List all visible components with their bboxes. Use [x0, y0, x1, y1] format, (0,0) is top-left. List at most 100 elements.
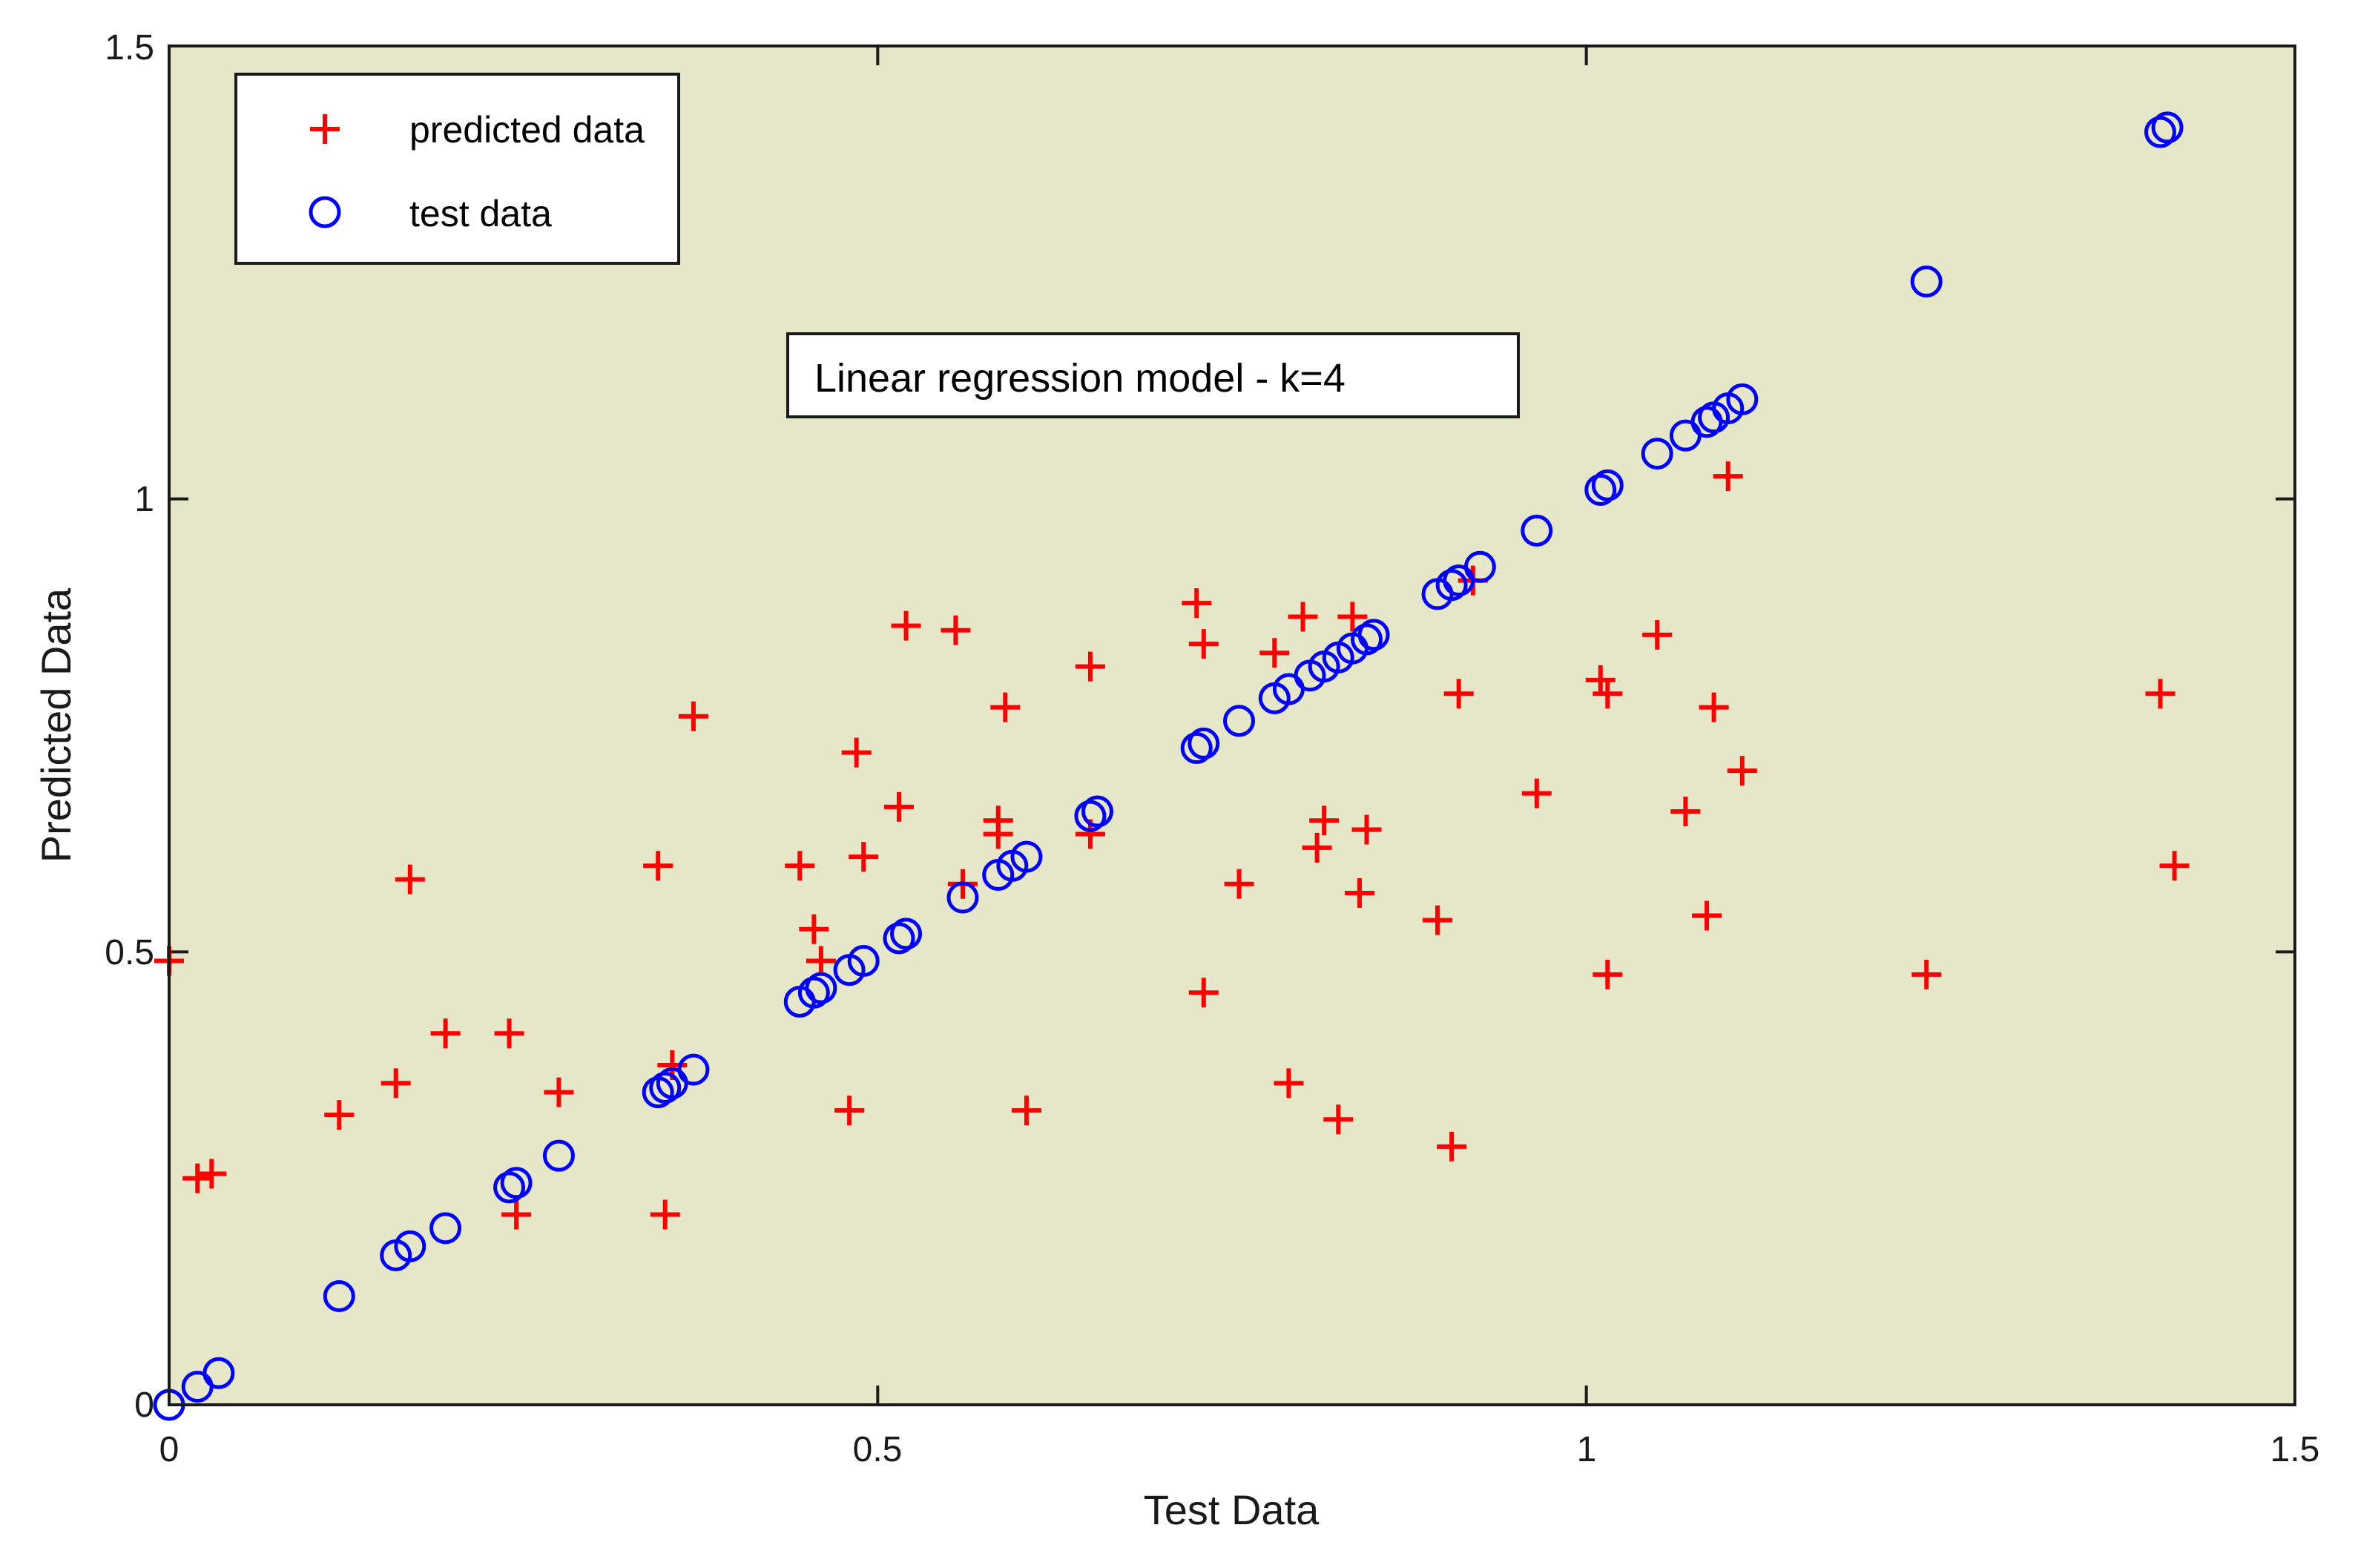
predicted-data-point-21	[891, 610, 921, 641]
test-data-point-52	[2144, 116, 2176, 148]
test-data-point-8	[500, 1167, 533, 1199]
predicted-data-point-41	[1344, 877, 1374, 908]
predicted-data-point-31	[1188, 978, 1219, 1008]
annotation-box	[786, 332, 1520, 418]
predicted-data-point-26	[990, 692, 1021, 722]
test-data-point-50	[1726, 383, 1759, 415]
predicted-data-point-40	[1337, 602, 1368, 632]
test-data-point-2	[202, 1357, 235, 1389]
predicted-data-point-55	[1713, 461, 1743, 492]
test-data-point-18	[847, 945, 880, 978]
test-data-point-37	[1357, 619, 1390, 651]
y-tick-label-1: 0.5	[105, 933, 154, 972]
predicted-data-point-4	[381, 1068, 411, 1098]
test-data-point-5	[394, 1230, 426, 1262]
legend-label-test: test data	[409, 193, 552, 234]
legend-label-predicted: predicted data	[409, 109, 645, 151]
predicted-data-point-5	[395, 864, 425, 895]
test-data-point-7	[493, 1171, 526, 1204]
test-data-point-28	[1188, 727, 1220, 760]
test-data-point-19	[883, 922, 915, 955]
test-data-point-9	[542, 1139, 575, 1172]
test-data-point-25	[1074, 800, 1107, 832]
predicted-data-point-37	[1302, 832, 1332, 863]
legend-box	[234, 73, 680, 265]
predicted-data-point-29	[1075, 651, 1105, 682]
annotation-text: Linear regression model - k=4	[814, 356, 1346, 401]
legend-marker-test	[309, 196, 341, 228]
test-data-point-16	[805, 972, 837, 1004]
test-data-point-45	[1641, 438, 1673, 470]
predicted-data-point-25	[983, 819, 1013, 849]
predicted-data-point-30	[1182, 588, 1212, 619]
test-data-point-26	[1081, 795, 1113, 828]
x-tick-label-2: 1	[1577, 1430, 1597, 1469]
predicted-data-point-36	[1288, 602, 1318, 632]
predicted-data-point-53	[1692, 900, 1722, 931]
x-tick-label-3: 1.5	[2270, 1430, 2320, 1469]
x-tick-label-0: 0	[159, 1430, 179, 1469]
legend-marker-predicted	[310, 114, 340, 144]
y-tick-label-2: 1	[134, 480, 154, 519]
predicted-data-point-39	[1323, 1104, 1354, 1135]
plot-frame	[168, 45, 2296, 1406]
test-data-point-42	[1521, 514, 1553, 547]
predicted-data-point-17	[834, 1096, 865, 1126]
y-tick-label-0: 0	[134, 1386, 154, 1425]
predicted-data-point-16	[806, 946, 836, 976]
data-points	[153, 111, 2190, 1421]
predicted-data-point-52	[1670, 797, 1701, 827]
predicted-data-point-18	[841, 737, 872, 768]
predicted-data-point-3	[324, 1100, 355, 1130]
predicted-data-point-10	[643, 851, 673, 881]
predicted-data-point-35	[1274, 1068, 1304, 1098]
predicted-data-point-14	[785, 851, 815, 881]
predicted-data-point-58	[2145, 679, 2176, 709]
legend: predicted data test data	[234, 73, 680, 265]
predicted-data-point-33	[1224, 869, 1254, 899]
predicted-data-point-59	[2159, 851, 2190, 881]
predicted-data-point-56	[1727, 756, 1757, 786]
predicted-data-point-2	[197, 1159, 227, 1189]
predicted-data-point-13	[678, 701, 708, 731]
test-data-point-53	[2151, 111, 2184, 144]
predicted-data-point-9	[544, 1077, 574, 1107]
test-data-point-13	[677, 1053, 710, 1086]
test-data-point-15	[797, 976, 830, 1009]
y-tick-label-3: 1.5	[105, 28, 154, 67]
annotation: Linear regression model - k=4	[786, 332, 1520, 418]
predicted-data-point-20	[883, 791, 914, 822]
predicted-data-point-8	[501, 1199, 532, 1230]
test-data-point-51	[1910, 266, 1943, 298]
test-data-point-6	[429, 1212, 462, 1245]
predicted-data-point-43	[1423, 905, 1453, 935]
test-data-point-41	[1463, 550, 1496, 583]
predicted-data-point-57	[1911, 959, 1942, 989]
predicted-data-point-47	[1521, 778, 1552, 808]
test-data-point-3	[323, 1279, 355, 1312]
predicted-data-point-38	[1309, 806, 1340, 836]
predicted-data-point-54	[1699, 692, 1729, 722]
predicted-data-point-1	[182, 1163, 213, 1193]
predicted-data-point-22	[941, 615, 971, 645]
test-data-point-27	[1180, 732, 1213, 765]
x-tick-label-1: 0.5	[853, 1430, 903, 1469]
predicted-data-point-42	[1351, 814, 1382, 845]
predicted-data-point-7	[494, 1018, 524, 1049]
test-data-point-21	[946, 881, 979, 914]
test-data-point-24	[1010, 840, 1043, 873]
predicted-data-point-15	[799, 914, 829, 944]
test-data-point-39	[1435, 569, 1468, 602]
predicted-data-point-51	[1642, 619, 1673, 650]
test-data-point-43	[1584, 473, 1617, 506]
y-axis-label: Predicted Data	[33, 587, 79, 863]
predicted-data-point-44	[1437, 1131, 1467, 1162]
test-data-point-36	[1351, 623, 1383, 656]
predicted-data-point-45	[1443, 679, 1474, 709]
predicted-data-point-32	[1188, 629, 1219, 659]
predicted-data-point-49	[1592, 679, 1623, 709]
test-data-point-20	[890, 918, 923, 950]
predicted-data-point-34	[1259, 638, 1290, 668]
predicted-data-point-27	[1011, 1096, 1041, 1126]
